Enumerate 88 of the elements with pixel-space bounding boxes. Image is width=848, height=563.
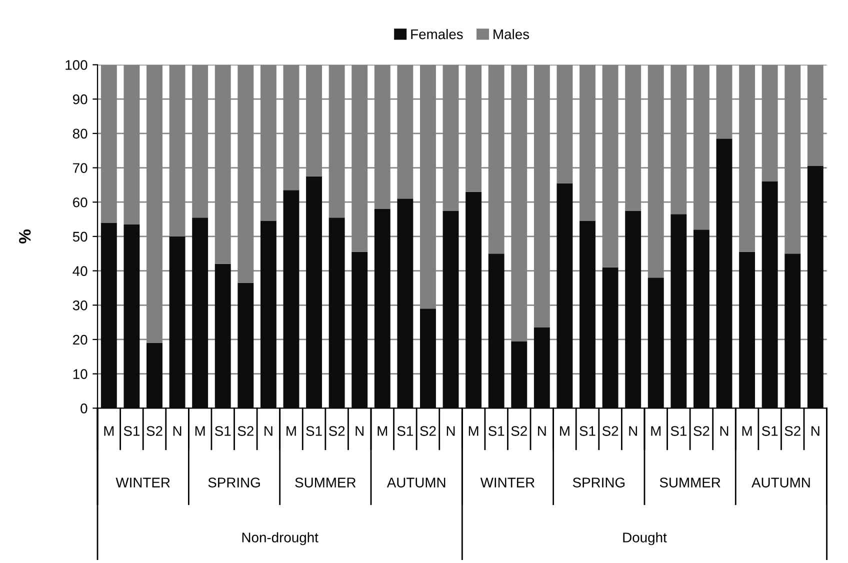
y-tick-label: 70: [73, 163, 88, 173]
bar: [670, 214, 687, 408]
x-tick-label: S1: [762, 426, 778, 436]
x-tick-label: S1: [215, 426, 231, 436]
x-tick-label: S2: [420, 426, 436, 436]
text: SUMMER: [660, 478, 720, 488]
x-tick-label: N: [812, 426, 820, 436]
x-tick-label: S1: [124, 426, 140, 436]
bar: [352, 252, 368, 408]
bar: [648, 278, 664, 408]
y-tick-label: 60: [73, 197, 88, 208]
x-tick-label: N: [446, 426, 455, 436]
x-tick-label: N: [629, 426, 637, 436]
y-tick-label: 40: [72, 266, 88, 276]
x-tick-label: S2: [694, 426, 710, 436]
y-tick-label: 90: [73, 94, 88, 104]
y-tick-label: 0: [80, 404, 88, 414]
bar: [420, 308, 436, 408]
bar: [488, 254, 504, 408]
x-tick-label: S2: [146, 426, 162, 436]
bar: [124, 224, 140, 408]
y-tick-label: 30: [72, 300, 88, 310]
text: SUMMER: [295, 478, 356, 488]
x-tick-label: M: [378, 426, 388, 436]
x-tick-label: S2: [328, 426, 345, 436]
bar: [602, 267, 618, 408]
bar: [762, 182, 778, 408]
bar: [260, 221, 276, 408]
text: SPRING: [572, 478, 624, 488]
text: SPRING: [208, 478, 260, 488]
x-tick-label: M: [560, 426, 570, 436]
bar: [693, 230, 710, 408]
bar: [283, 190, 300, 408]
text: AUTUMN: [386, 478, 446, 488]
y-tick-label: 10: [73, 369, 88, 379]
x-tick-label: S2: [784, 426, 800, 436]
bar: [784, 254, 801, 408]
x-tick-label: S2: [511, 426, 527, 436]
x-tick-label: M: [195, 426, 205, 436]
x-tick-label: M: [651, 426, 661, 436]
x-tick-label: M: [468, 426, 478, 436]
x-tick-label: S1: [397, 426, 413, 436]
bar: [534, 327, 550, 408]
text: WINTER: [116, 478, 170, 488]
x-tick-label: N: [720, 426, 728, 436]
bar: [100, 222, 117, 408]
bar: [306, 176, 322, 408]
legend-label: Females: [411, 28, 463, 40]
x-tick-label: S1: [670, 426, 686, 436]
text: Dought: [623, 532, 667, 546]
y-axis-title: %: [19, 229, 31, 244]
bar: [625, 210, 642, 408]
bar: [716, 138, 732, 408]
x-tick-label: M: [742, 426, 752, 436]
x-tick-label: M: [286, 426, 296, 436]
y-tick-label: 20: [73, 334, 88, 345]
bar: [169, 236, 186, 408]
legend-label: Males: [494, 28, 530, 40]
bar: [238, 282, 254, 408]
bar: [739, 252, 756, 408]
y-tick-label: 80: [72, 128, 88, 139]
x-tick-label: S1: [488, 426, 504, 436]
bar: [556, 183, 573, 408]
bar: [442, 210, 459, 408]
bar: [192, 218, 208, 408]
x-tick-label: N: [264, 426, 272, 436]
bar: [146, 342, 162, 408]
bar: [466, 192, 482, 408]
bar: [807, 166, 824, 408]
y-tick-label: 100: [66, 60, 88, 70]
bar: [374, 208, 390, 408]
bar: [214, 264, 231, 408]
bar: [511, 341, 528, 408]
x-tick-label: N: [173, 426, 182, 436]
x-tick-label: S2: [602, 426, 618, 436]
text: WINTER: [480, 478, 534, 488]
x-tick-label: S1: [580, 426, 596, 436]
text: Non-drought: [242, 532, 318, 546]
bar: [580, 221, 596, 408]
x-tick-label: N: [538, 426, 546, 436]
x-tick-label: S2: [238, 426, 254, 436]
x-tick-label: M: [104, 426, 114, 436]
x-tick-label: S1: [306, 426, 322, 436]
x-tick-label: N: [356, 426, 364, 436]
bar: [328, 218, 345, 408]
bar: [397, 198, 414, 408]
text: AUTUMN: [752, 478, 810, 488]
y-tick-label: 50: [72, 232, 88, 242]
